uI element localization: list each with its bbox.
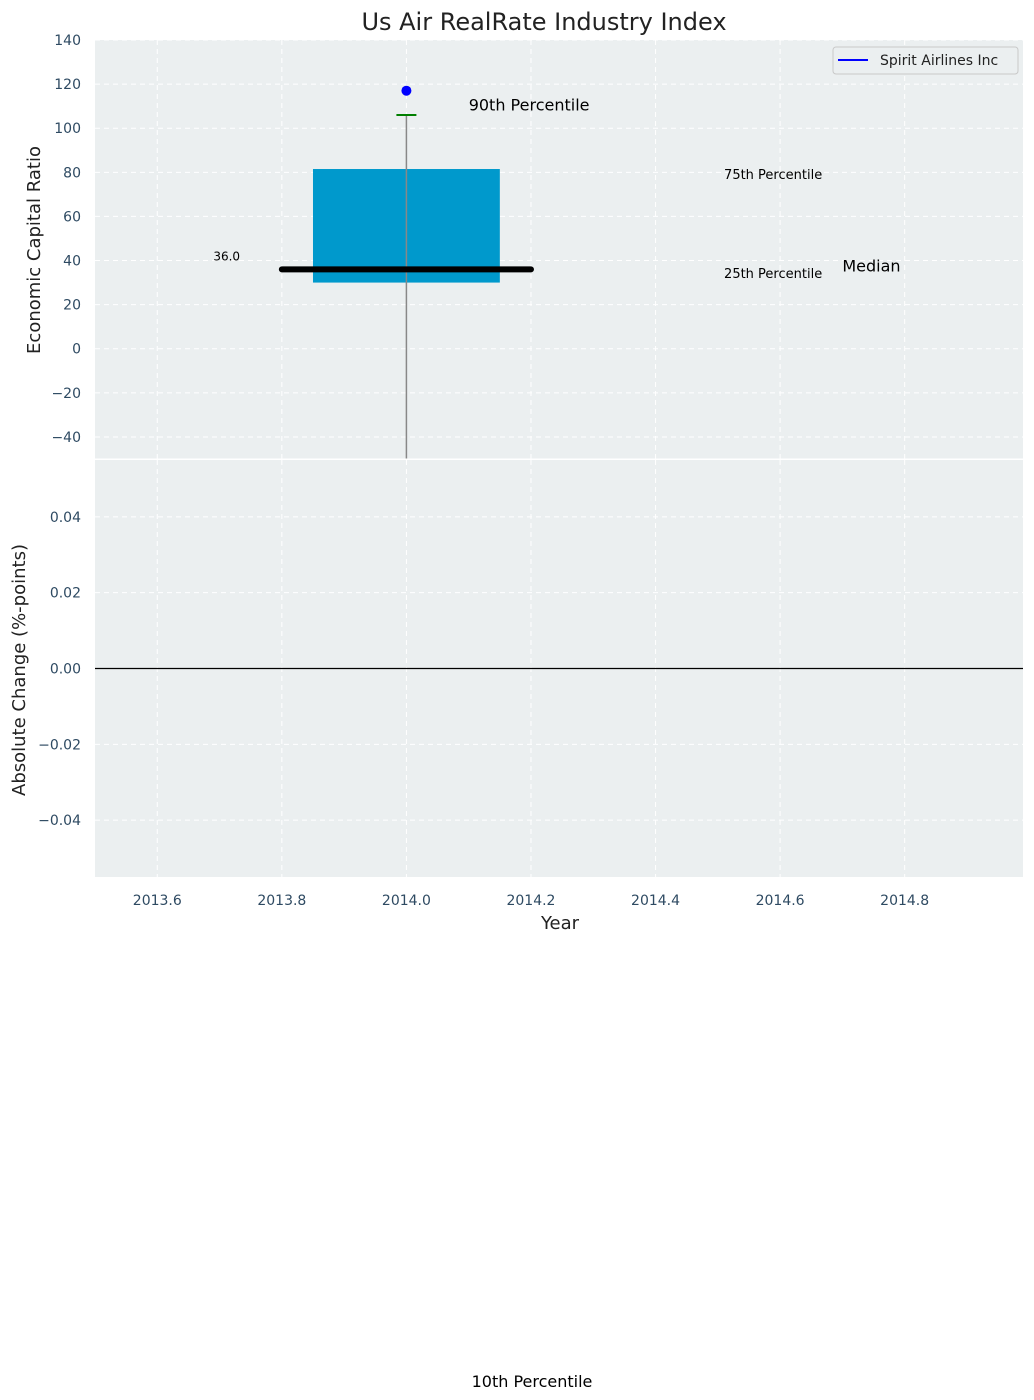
top-y-tick-label: 120 xyxy=(54,77,81,93)
top-y-tick-label: −20 xyxy=(51,386,81,402)
data-point-spirit-airlines xyxy=(401,85,412,96)
bottom-y-tick-label: −0.04 xyxy=(38,813,81,829)
x-tick-label: 2014.2 xyxy=(506,893,555,909)
bottom-y-tick-label: 0.04 xyxy=(50,510,81,526)
annotation-36-0: 36.0 xyxy=(213,250,240,264)
x-tick-label: 2014.4 xyxy=(631,893,680,909)
bottom-y-axis-label: Absolute Change (%-points) xyxy=(9,544,30,796)
top-y-tick-label: 40 xyxy=(63,254,81,270)
legend-entry-spirit: Spirit Airlines Inc xyxy=(880,53,998,69)
x-tick-label: 2014.8 xyxy=(880,893,929,909)
annotation-median: Median xyxy=(842,257,900,276)
bottom-y-tick-labels: −0.04 −0.02 0.00 0.02 0.04 xyxy=(38,510,81,829)
x-tick-label: 2013.8 xyxy=(257,893,306,909)
legend-box xyxy=(832,46,1019,75)
bottom-y-tick-label: −0.02 xyxy=(38,737,81,753)
outside-label-10th-percentile: 10th Percentile xyxy=(472,1372,593,1391)
bottom-y-tick-label: 0.02 xyxy=(50,586,81,602)
bottom-panel: −0.04 −0.02 0.00 0.02 0.04 2013.6 2013.8 2014.… xyxy=(9,460,1023,934)
top-y-tick-label: 100 xyxy=(54,121,81,137)
x-tick-label: 2013.6 xyxy=(133,893,182,909)
annotations: 90th Percentile 75th Percentile 25th Perce… xyxy=(213,96,900,283)
box-plot xyxy=(278,85,534,459)
top-panel: −40 −20 0 20 40 60 80 100 120 140 90th Percentile… xyxy=(24,8,1023,459)
top-y-axis-label: Economic Capital Ratio xyxy=(24,146,45,354)
x-tick-labels: 2013.6 2013.8 2014.0 2014.2 2014.4 2014.6 2014… xyxy=(133,893,929,909)
x-tick-label: 2014.0 xyxy=(382,893,431,909)
bottom-y-tick-label: 0.00 xyxy=(50,662,81,678)
top-y-tick-label: 60 xyxy=(63,209,81,225)
legend: Spirit Airlines Inc xyxy=(832,46,1019,75)
annotation-90th-percentile: 90th Percentile xyxy=(469,96,590,115)
x-tick-label: 2014.6 xyxy=(756,893,805,909)
annotation-25th-percentile: 25th Percentile xyxy=(724,267,822,282)
x-axis-label: Year xyxy=(540,913,580,934)
top-y-tick-label: 140 xyxy=(54,33,81,49)
top-y-tick-label: −40 xyxy=(51,430,81,446)
top-y-tick-labels: −40 −20 0 20 40 60 80 100 120 140 xyxy=(51,33,81,446)
chart-title: Us Air RealRate Industry Index xyxy=(361,8,726,36)
top-y-tick-label: 0 xyxy=(72,342,81,358)
top-y-tick-label: 80 xyxy=(63,165,81,181)
annotation-75th-percentile: 75th Percentile xyxy=(724,168,822,183)
top-y-tick-label: 20 xyxy=(63,298,81,314)
top-plot-background xyxy=(95,40,1023,459)
